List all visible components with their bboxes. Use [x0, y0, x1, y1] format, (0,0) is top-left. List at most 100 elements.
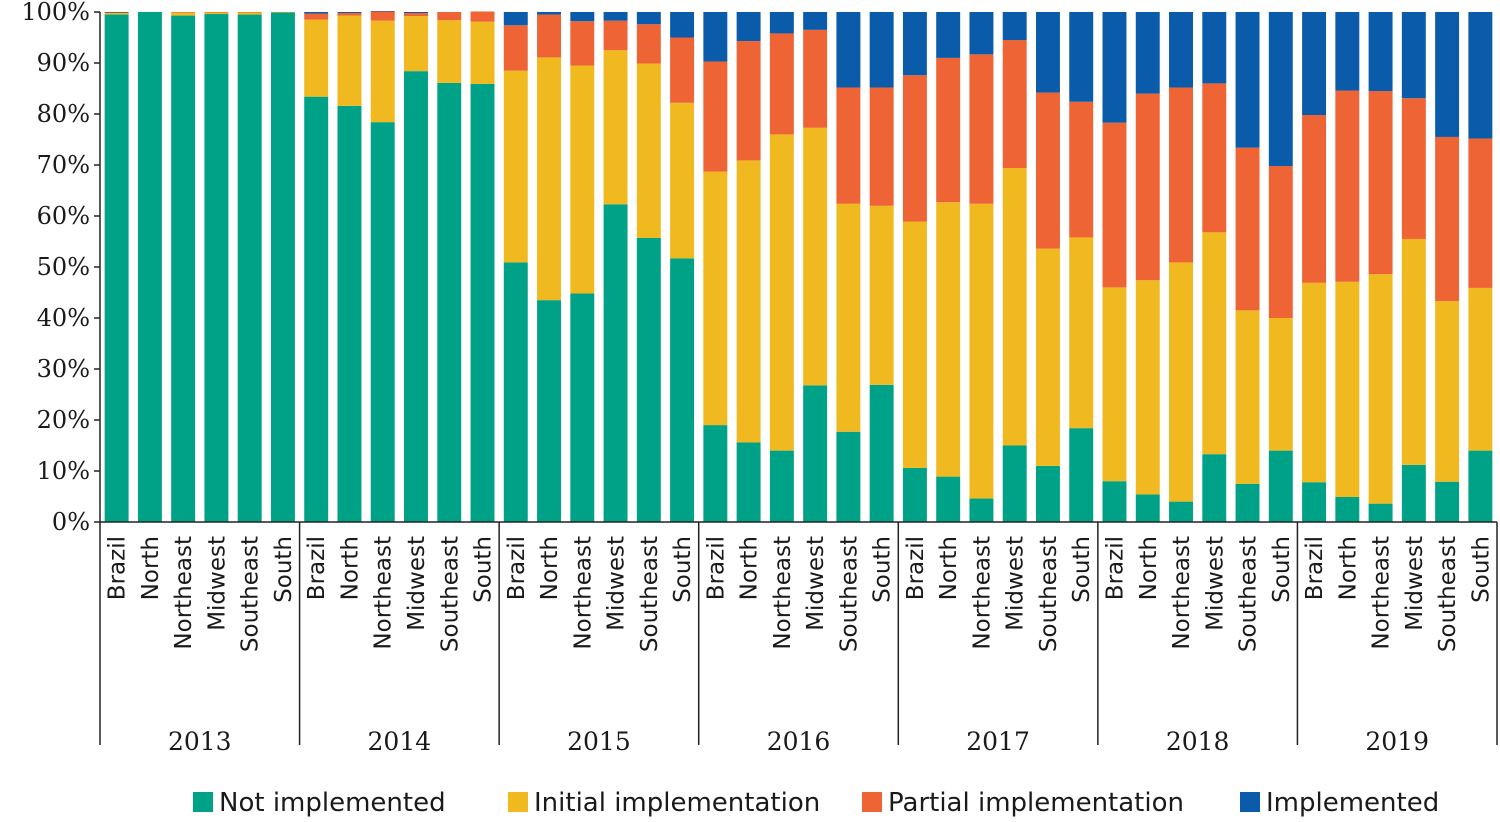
bar-segment-implemented: [1335, 12, 1360, 91]
legend-swatch: [193, 792, 213, 812]
bar-segment-initial-implementation: [1335, 281, 1360, 498]
bar-segment-partial-implementation: [969, 54, 994, 204]
bar-segment-partial-implementation: [670, 37, 695, 103]
bar-segment-partial-implementation: [470, 11, 495, 22]
bar-segment-partial-implementation: [1169, 87, 1193, 263]
bar-segment-not-implemented: [1468, 450, 1493, 522]
bar-segment-initial-implementation: [603, 50, 628, 205]
x-category-label: Northeast: [570, 536, 596, 650]
bar-segment-initial-implementation: [237, 12, 262, 15]
bar-segment-implemented: [1035, 12, 1060, 93]
x-category-label: Southeast: [437, 536, 463, 652]
bars-layer: [104, 10, 1493, 523]
bar-segment-implemented: [902, 12, 927, 76]
x-category-label: North: [936, 536, 962, 600]
legend-item: Implemented: [1240, 788, 1439, 818]
bar-segment-initial-implementation: [1002, 168, 1027, 446]
x-category-label: South: [471, 536, 497, 603]
bar-segment-initial-implementation: [1135, 280, 1160, 495]
bar-segment-partial-implementation: [1468, 138, 1493, 288]
x-category-label: Brazil: [1102, 536, 1128, 600]
bar-segment-not-implemented: [1035, 465, 1060, 522]
bar-segment-not-implemented: [1135, 494, 1160, 522]
y-tick-label: 40%: [37, 304, 90, 332]
bar-segment-initial-implementation: [969, 203, 994, 499]
bar-segment-partial-implementation: [869, 87, 894, 206]
x-category-label: North: [1136, 536, 1162, 600]
x-category-label: Northeast: [171, 536, 197, 650]
bar-segment-not-implemented: [1401, 464, 1426, 522]
x-category-label: Brazil: [903, 536, 929, 600]
bar-segment-implemented: [1268, 12, 1293, 167]
bar-segment-partial-implementation: [1069, 101, 1094, 238]
bar-segment-partial-implementation: [1335, 90, 1360, 282]
x-category-label: Brazil: [504, 536, 530, 600]
bar-segment-not-implemented: [769, 450, 794, 522]
bar-segment-initial-implementation: [1069, 237, 1094, 429]
y-tick-label: 10%: [37, 457, 90, 485]
y-tick-label: 0%: [52, 508, 90, 536]
bar-segment-partial-implementation: [836, 87, 861, 204]
bar-segment-initial-implementation: [270, 12, 295, 13]
bar-segment-not-implemented: [570, 293, 595, 522]
bar-segment-initial-implementation: [1302, 282, 1327, 483]
bar-segment-implemented: [304, 12, 329, 14]
x-category-label: South: [271, 536, 297, 603]
bar-segment-not-implemented: [969, 498, 994, 522]
bar-segment-not-implemented: [1302, 482, 1327, 522]
bar-segment-implemented: [936, 12, 961, 58]
x-category-label: Midwest: [1202, 536, 1228, 631]
x-category-label: South: [1468, 536, 1494, 603]
x-category-label: Northeast: [1169, 536, 1195, 650]
bar-segment-not-implemented: [104, 14, 129, 523]
bar-segment-partial-implementation: [1102, 122, 1127, 288]
bar-segment-implemented: [803, 12, 828, 30]
x-category-label: Southeast: [238, 536, 264, 652]
bar-segment-not-implemented: [1102, 481, 1127, 522]
bar-segment-partial-implementation: [237, 12, 262, 13]
bar-segment-implemented: [1102, 12, 1127, 123]
bar-segment-not-implemented: [537, 300, 562, 522]
legend-item: Not implemented: [193, 788, 446, 818]
bar-segment-initial-implementation: [1035, 248, 1060, 466]
bar-segment-partial-implementation: [404, 13, 428, 17]
bar-segment-partial-implementation: [1002, 40, 1027, 169]
bar-segment-initial-implementation: [803, 127, 828, 386]
bar-segment-initial-implementation: [636, 63, 661, 238]
bar-segment-initial-implementation: [104, 13, 129, 15]
y-tick-label: 50%: [37, 253, 90, 281]
x-category-label: Brazil: [304, 536, 330, 600]
bar-segment-partial-implementation: [736, 41, 761, 161]
x-category-label: Brazil: [1302, 536, 1328, 600]
bar-segment-implemented: [1468, 12, 1493, 139]
x-category-label: North: [537, 536, 563, 600]
bar-segment-implemented: [1435, 12, 1460, 137]
bar-segment-partial-implementation: [171, 12, 196, 13]
bar-segment-partial-implementation: [537, 14, 562, 58]
bar-segment-not-implemented: [337, 105, 362, 522]
bar-segment-partial-implementation: [902, 75, 927, 222]
x-group-label: 2019: [1365, 727, 1429, 756]
bar-segment-initial-implementation: [304, 19, 329, 97]
bar-segment-not-implemented: [370, 122, 395, 522]
y-tick-label: 90%: [37, 49, 90, 77]
x-category-label: North: [737, 536, 763, 600]
x-category-label: Midwest: [604, 536, 630, 631]
bar-segment-not-implemented: [503, 262, 528, 522]
x-category-label: Southeast: [637, 536, 663, 652]
bar-segment-not-implemented: [1235, 483, 1260, 522]
bar-segment-not-implemented: [137, 12, 162, 522]
bar-segment-partial-implementation: [1435, 136, 1460, 302]
y-axis: 0% 10% 20% 30% 40% 50% 60% 70% 80% 90% 100%: [21, 0, 101, 536]
x-group-label: 2014: [368, 727, 432, 756]
bar-segment-initial-implementation: [869, 205, 894, 385]
x-category-label: Brazil: [703, 536, 729, 600]
bar-segment-partial-implementation: [1368, 91, 1393, 275]
bar-segment-partial-implementation: [104, 12, 129, 14]
legend-swatch: [508, 792, 528, 812]
bar-segment-implemented: [1368, 12, 1393, 92]
bar-segment-not-implemented: [1435, 481, 1460, 522]
bar-segment-implemented: [769, 12, 794, 34]
x-category-label: North: [1335, 536, 1361, 600]
bar-segment-not-implemented: [636, 237, 661, 522]
